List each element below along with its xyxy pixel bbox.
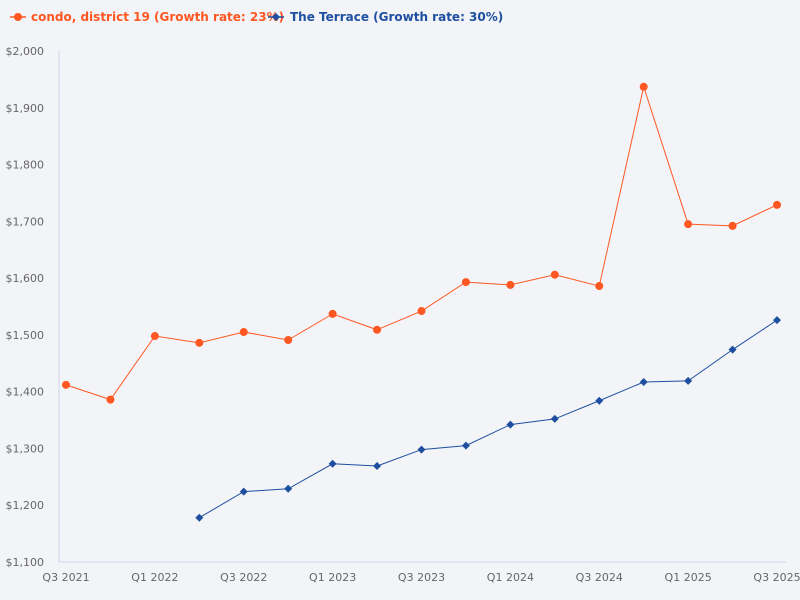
data-point[interactable] bbox=[773, 200, 781, 209]
legend-item-terrace[interactable]: The Terrace (Growth rate: 30%) bbox=[268, 10, 503, 24]
data-point[interactable] bbox=[506, 420, 515, 429]
data-point[interactable] bbox=[328, 459, 337, 468]
data-point[interactable] bbox=[773, 316, 781, 325]
x-tick-label: Q1 2025 bbox=[665, 571, 712, 584]
legend-marker-circle bbox=[14, 13, 22, 21]
x-tick-label: Q3 2023 bbox=[398, 571, 445, 584]
data-point[interactable] bbox=[106, 395, 115, 404]
y-tick-label: $1,100 bbox=[6, 556, 45, 569]
data-point[interactable] bbox=[328, 309, 337, 318]
data-point[interactable] bbox=[373, 462, 382, 471]
data-point[interactable] bbox=[195, 338, 204, 347]
legend-marker-diamond bbox=[272, 13, 280, 21]
x-tick-label: Q3 2025 bbox=[753, 571, 800, 584]
x-tick-label: Q1 2022 bbox=[131, 571, 178, 584]
y-tick-label: $2,000 bbox=[6, 45, 45, 58]
data-point[interactable] bbox=[239, 487, 248, 496]
x-tick-label: Q3 2022 bbox=[220, 571, 267, 584]
data-point[interactable] bbox=[639, 82, 648, 91]
y-tick-label: $1,400 bbox=[6, 386, 45, 399]
data-point[interactable] bbox=[506, 280, 515, 289]
data-point[interactable] bbox=[62, 380, 70, 389]
legend-label: The Terrace (Growth rate: 30%) bbox=[290, 10, 503, 24]
x-tick-label: Q3 2021 bbox=[42, 571, 89, 584]
data-point[interactable] bbox=[550, 270, 559, 279]
legend-item-condo[interactable]: condo, district 19 (Growth rate: 23%) bbox=[10, 10, 284, 24]
data-point[interactable] bbox=[728, 345, 737, 354]
data-point[interactable] bbox=[728, 221, 737, 230]
y-tick-label: $1,500 bbox=[6, 329, 45, 342]
legend-label: condo, district 19 (Growth rate: 23%) bbox=[31, 10, 284, 24]
y-tick-label: $1,800 bbox=[6, 159, 45, 172]
data-point[interactable] bbox=[150, 332, 159, 341]
data-point[interactable] bbox=[195, 513, 204, 522]
x-tick-label: Q3 2024 bbox=[576, 571, 623, 584]
data-point[interactable] bbox=[639, 378, 648, 387]
y-tick-label: $1,300 bbox=[6, 442, 45, 455]
data-point[interactable] bbox=[461, 278, 470, 287]
y-tick-label: $1,700 bbox=[6, 215, 45, 228]
series-line-0 bbox=[65, 84, 778, 401]
data-point[interactable] bbox=[417, 445, 426, 454]
data-point[interactable] bbox=[595, 396, 604, 405]
data-point[interactable] bbox=[284, 335, 293, 344]
series-line-1 bbox=[199, 319, 778, 519]
y-tick-label: $1,200 bbox=[6, 499, 45, 512]
x-tick-label: Q1 2024 bbox=[487, 571, 534, 584]
data-point[interactable] bbox=[550, 414, 559, 423]
data-point[interactable] bbox=[417, 307, 426, 316]
y-tick-label: $1,900 bbox=[6, 102, 45, 115]
data-point[interactable] bbox=[461, 441, 470, 450]
data-point[interactable] bbox=[239, 328, 248, 337]
data-point[interactable] bbox=[284, 484, 293, 493]
data-point[interactable] bbox=[373, 325, 382, 334]
legend: condo, district 19 (Growth rate: 23%) Th… bbox=[10, 10, 503, 24]
data-point[interactable] bbox=[684, 376, 693, 385]
y-tick-label: $1,600 bbox=[6, 272, 45, 285]
data-point[interactable] bbox=[595, 282, 604, 291]
data-point[interactable] bbox=[684, 220, 693, 229]
x-tick-label: Q1 2023 bbox=[309, 571, 356, 584]
